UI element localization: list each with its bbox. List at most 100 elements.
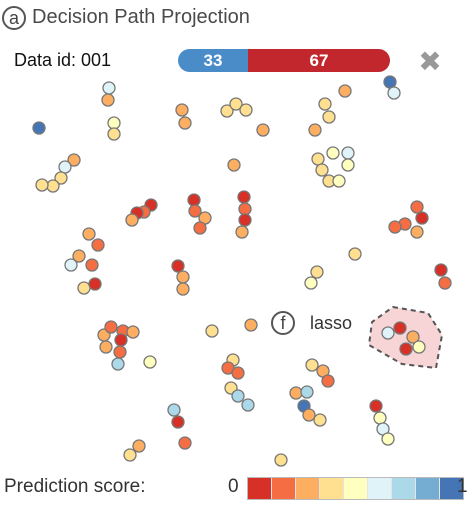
data-point[interactable] [85, 258, 99, 272]
data-point[interactable] [35, 178, 49, 192]
data-point[interactable] [332, 174, 346, 188]
data-point[interactable] [326, 146, 340, 160]
data-point[interactable] [415, 211, 429, 225]
lasso-label: lasso [310, 313, 353, 333]
data-point[interactable] [187, 193, 201, 207]
data-point[interactable] [101, 93, 115, 107]
data-point[interactable] [46, 179, 60, 193]
data-point[interactable] [381, 326, 395, 340]
legend-swatch [440, 478, 463, 499]
data-point[interactable] [178, 116, 192, 130]
data-point[interactable] [231, 366, 245, 380]
data-point[interactable] [229, 97, 243, 111]
data-point[interactable] [310, 265, 324, 279]
data-point[interactable] [341, 158, 355, 172]
data-point[interactable] [239, 103, 253, 117]
data-point[interactable] [410, 225, 424, 239]
data-point[interactable] [393, 321, 407, 335]
data-point[interactable] [205, 324, 219, 338]
data-point[interactable] [388, 220, 402, 234]
data-point[interactable] [302, 408, 316, 422]
data-point[interactable] [171, 259, 185, 273]
data-point[interactable] [178, 436, 192, 450]
data-point[interactable] [111, 357, 125, 371]
data-point[interactable] [412, 340, 426, 354]
data-point[interactable] [176, 270, 190, 284]
data-point[interactable] [387, 86, 401, 100]
data-point[interactable] [193, 221, 207, 235]
close-icon[interactable]: ✖ [418, 46, 442, 77]
data-point[interactable] [175, 103, 189, 117]
data-point[interactable] [91, 238, 105, 252]
data-point[interactable] [305, 358, 319, 372]
data-point[interactable] [67, 153, 81, 167]
data-point[interactable] [104, 320, 118, 334]
data-point[interactable] [143, 355, 157, 369]
data-point[interactable] [32, 121, 46, 135]
data-point[interactable] [256, 123, 270, 137]
data-point[interactable] [434, 263, 448, 277]
data-point[interactable] [99, 340, 113, 354]
data-point[interactable] [318, 97, 332, 111]
data-point[interactable] [399, 342, 413, 356]
data-point[interactable] [321, 374, 335, 388]
data-point[interactable] [176, 282, 190, 296]
data-point[interactable] [315, 163, 329, 177]
data-point[interactable] [300, 385, 314, 399]
data-point[interactable] [244, 318, 258, 332]
data-point[interactable] [72, 249, 86, 263]
data-point[interactable] [373, 411, 387, 425]
data-point[interactable] [235, 225, 249, 239]
data-point[interactable] [289, 386, 303, 400]
data-point[interactable] [304, 276, 318, 290]
data-point[interactable] [322, 110, 336, 124]
data-point[interactable] [383, 75, 397, 89]
class-split-bar: 33 67 [178, 49, 390, 72]
data-point[interactable] [238, 213, 252, 227]
data-point[interactable] [171, 415, 185, 429]
data-point[interactable] [348, 247, 362, 261]
data-point[interactable] [107, 116, 121, 130]
data-point[interactable] [123, 448, 137, 462]
data-point[interactable] [227, 158, 241, 172]
data-point[interactable] [126, 325, 140, 339]
data-point[interactable] [82, 227, 96, 241]
data-point[interactable] [102, 81, 116, 95]
data-point[interactable] [231, 389, 245, 403]
split-left-segment: 33 [178, 49, 248, 72]
panel-title: Decision Path Projection [32, 6, 250, 28]
data-point[interactable] [132, 439, 146, 453]
data-point[interactable] [77, 281, 91, 295]
data-point[interactable] [313, 413, 327, 427]
data-point[interactable] [338, 84, 352, 98]
data-point[interactable] [107, 127, 121, 141]
data-point[interactable] [58, 160, 72, 174]
data-point[interactable] [369, 399, 383, 413]
data-point[interactable] [220, 104, 234, 118]
data-point[interactable] [241, 398, 255, 412]
data-point[interactable] [113, 345, 127, 359]
data-point[interactable] [54, 171, 68, 185]
data-id-label: Data id: 001 [14, 50, 112, 70]
data-point[interactable] [238, 202, 252, 216]
data-point[interactable] [311, 152, 325, 166]
data-point[interactable] [410, 200, 424, 214]
data-point[interactable] [274, 453, 288, 467]
data-point[interactable] [88, 277, 102, 291]
data-point[interactable] [381, 432, 395, 446]
data-point[interactable] [188, 204, 202, 218]
data-point[interactable] [438, 276, 452, 290]
lasso-selection-region[interactable] [367, 305, 444, 370]
legend-title: Prediction score: [4, 476, 146, 497]
data-point[interactable] [114, 333, 128, 347]
lasso-polygon[interactable] [367, 305, 444, 370]
data-point[interactable] [308, 123, 322, 137]
data-point[interactable] [406, 330, 420, 344]
data-point[interactable] [341, 146, 355, 160]
panel-letter-badge: a [2, 6, 26, 30]
data-point[interactable] [125, 213, 139, 227]
data-point[interactable] [237, 190, 251, 204]
data-point[interactable] [64, 258, 78, 272]
data-point[interactable] [167, 403, 181, 417]
